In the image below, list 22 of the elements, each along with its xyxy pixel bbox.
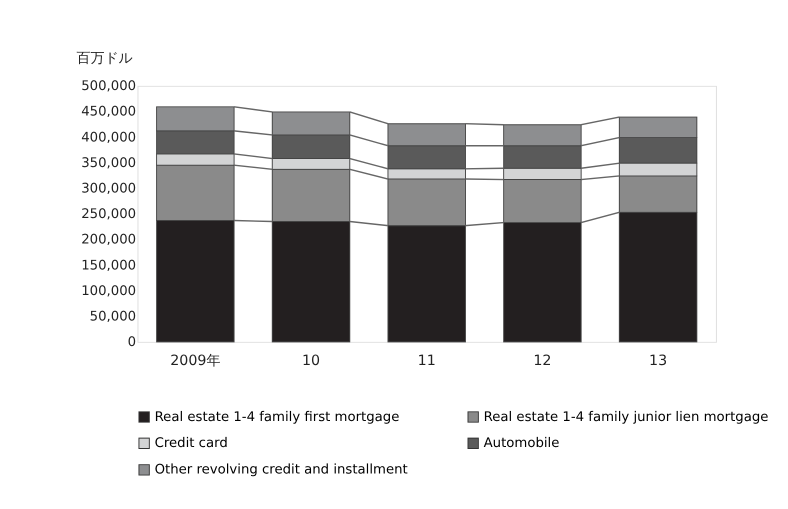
y-axis-title: 百万ドル [76,50,132,67]
x-tick-label: 2009年 [170,353,220,370]
x-tick-label: 11 [418,353,436,370]
y-tick-label: 100,000 [81,284,136,299]
y-tick-label: 200,000 [81,232,136,248]
y-tick-label: 250,000 [81,207,136,222]
x-tick-label: 13 [649,353,668,370]
y-tick-label: 150,000 [81,258,136,274]
legend-label: Other revolving credit and installment [154,462,408,478]
legend-label: Real estate 1-4 family first mortgage [154,410,400,425]
y-tick-label: 400,000 [81,130,136,146]
y-tick-label: 300,000 [81,182,136,196]
legend-label: Credit card [154,436,228,452]
x-tick-label: 12 [533,353,552,370]
y-tick-label: 450,000 [81,104,136,120]
y-tick-label: 350,000 [81,156,136,171]
y-tick-label: 50,000 [90,310,136,325]
legend-label: Automobile [484,436,560,452]
y-tick-label: 0 [128,335,136,350]
y-tick-label: 500,000 [81,79,136,94]
x-tick-label: 10 [302,353,320,370]
legend-label: Real estate 1-4 family junior lien mortgage [484,410,768,425]
